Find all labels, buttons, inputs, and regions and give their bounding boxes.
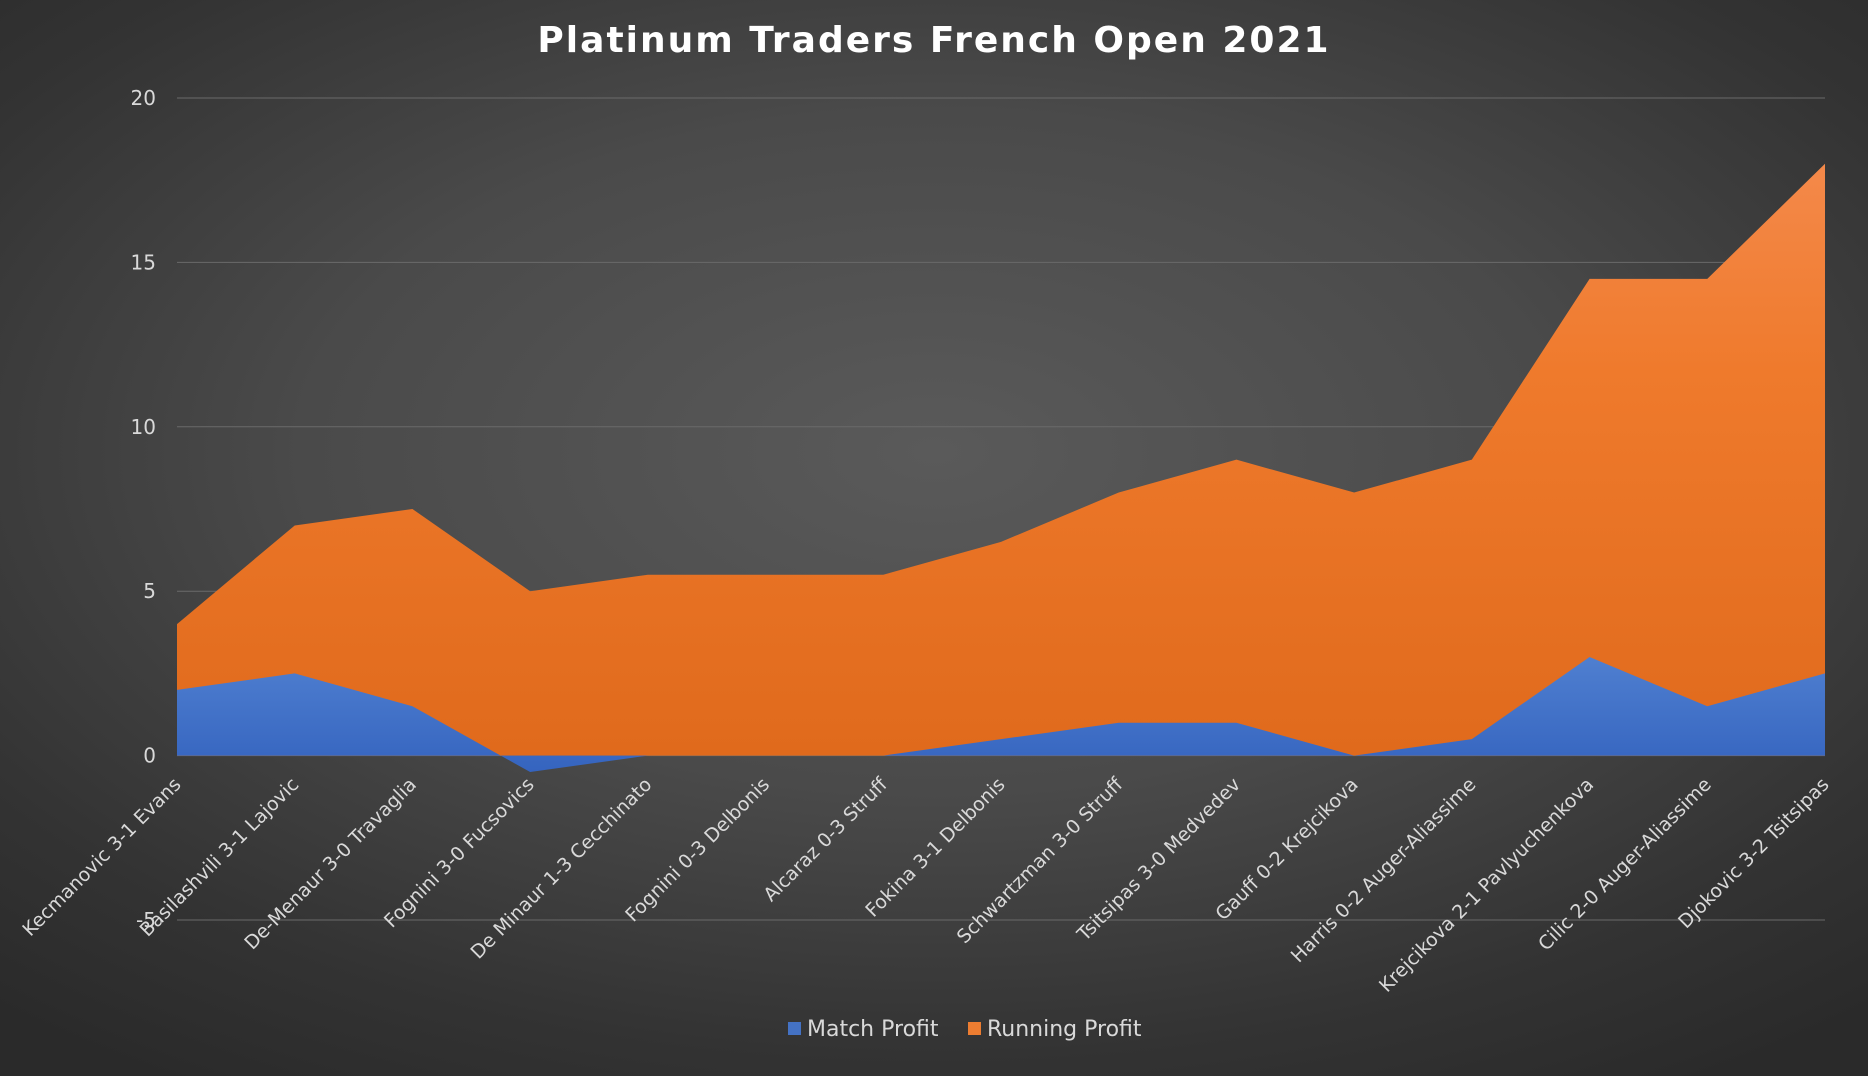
y-tick-label: 10 <box>131 415 156 439</box>
chart-title: Platinum Traders French Open 2021 <box>537 20 1330 61</box>
area-series-running-profit <box>177 163 1825 756</box>
y-tick-label: 0 <box>143 744 156 768</box>
area-series-match-profit <box>177 656 1825 773</box>
x-category-label: Krejcikova 2-1 Pavlyuchenkova <box>1375 774 1598 997</box>
legend-swatch-match-profit <box>788 1022 801 1035</box>
legend-swatch-running-profit <box>968 1022 981 1035</box>
y-axis-ticks: 20 15 10 5 0 -5 <box>131 86 156 932</box>
y-tick-label: -5 <box>136 908 156 932</box>
y-tick-label: 20 <box>131 86 156 110</box>
legend: Match Profit Running Profit <box>788 1017 1142 1042</box>
y-tick-label: 5 <box>143 579 156 603</box>
plot-areas <box>177 163 1825 773</box>
legend-label-running-profit: Running Profit <box>987 1017 1142 1042</box>
legend-label-match-profit: Match Profit <box>807 1017 939 1042</box>
x-category-label: Harris 0-2 Auger-Aliassime <box>1287 774 1481 968</box>
x-category-label: Alcaraz 0-3 Struff <box>759 773 892 906</box>
y-tick-label: 15 <box>131 250 156 274</box>
